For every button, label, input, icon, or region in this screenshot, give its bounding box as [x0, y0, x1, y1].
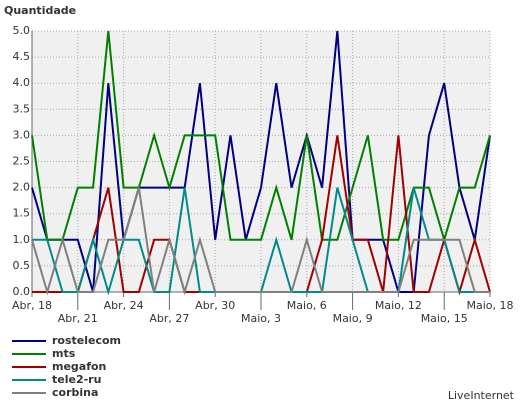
legend-label[interactable]: corbina: [52, 386, 98, 399]
x-tick-label: Abr, 30: [195, 299, 235, 312]
legend-label[interactable]: mts: [52, 347, 76, 360]
x-tick-label: Abr, 24: [104, 299, 144, 312]
x-tick-label: Maio, 18: [466, 299, 513, 312]
y-tick-label: 3.5: [13, 102, 31, 115]
y-tick-label: 5.0: [13, 24, 31, 37]
y-tick-label: 4.5: [13, 50, 31, 63]
x-tick-label: Maio, 15: [421, 312, 468, 325]
x-tick-label: Maio, 3: [241, 312, 281, 325]
y-tick-label: 2.5: [13, 155, 31, 168]
legend-label[interactable]: megafon: [52, 360, 106, 373]
chart-title: Quantidade: [4, 4, 76, 17]
x-tick-label: Abr, 27: [149, 312, 189, 325]
series-line: [31, 187, 490, 296]
x-tick-label: Abr, 18: [12, 299, 52, 312]
x-tick-label: Abr, 21: [58, 312, 98, 325]
y-tick-label: 1.0: [13, 233, 31, 246]
legend-label[interactable]: tele2-ru: [52, 373, 101, 386]
footer: LiveInternet: [448, 389, 515, 402]
y-tick-label: 1.5: [13, 207, 31, 220]
x-tick-label: Maio, 12: [375, 299, 422, 312]
legend-label[interactable]: rostelecom: [52, 334, 121, 347]
y-tick-label: 3.0: [13, 128, 31, 141]
y-tick-label: 2.0: [13, 181, 31, 194]
y-tick-label: 4.0: [13, 76, 31, 89]
y-tick-label: 0.0: [13, 285, 31, 298]
x-tick-label: Maio, 6: [287, 299, 327, 312]
x-tick-label: Maio, 9: [333, 312, 373, 325]
y-tick-label: 0.5: [13, 259, 31, 272]
